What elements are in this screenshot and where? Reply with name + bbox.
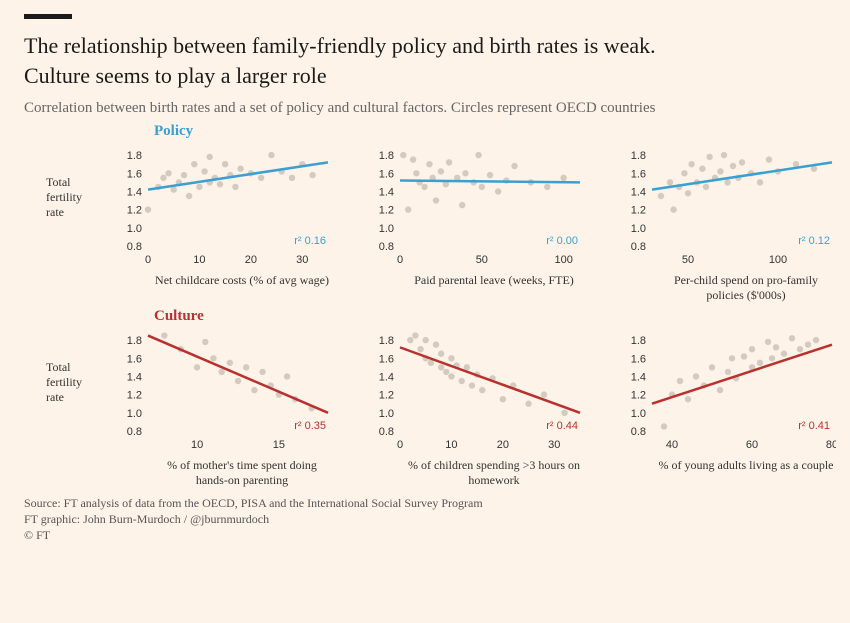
svg-text:10: 10 (193, 254, 205, 266)
svg-text:1.6: 1.6 (631, 169, 646, 181)
x-label-culture-homework: % of children spending >3 hours on homew… (400, 458, 588, 487)
scatter-policy-spend: 0.8 1.0 1.2 1.4 1.6 1.8 r² 0.12 (616, 142, 836, 252)
culture-header: Culture (112, 308, 336, 327)
svg-text:10: 10 (191, 439, 203, 451)
title-line-2: Culture seems to play a larger role (24, 63, 327, 88)
svg-text:10: 10 (445, 439, 457, 451)
svg-text:1.4: 1.4 (127, 187, 142, 199)
source-block: Source: FT analysis of data from the OEC… (24, 495, 826, 544)
svg-text:1.8: 1.8 (127, 150, 142, 162)
svg-text:1.2: 1.2 (379, 205, 394, 217)
svg-text:1.8: 1.8 (127, 335, 142, 347)
scatter-culture-parenting: 0.8 1.0 1.2 1.4 1.6 1.8 r² 0.35 (112, 327, 332, 437)
x-axis-culture-homework: 0 10 20 30 % of children spending >3 hours o… (364, 437, 588, 489)
chart-cell-culture-homework: 0.8 1.0 1.2 1.4 1.6 1.8 r² 0.44 (364, 327, 588, 437)
svg-text:1.8: 1.8 (379, 150, 394, 162)
x-axis-policy-spend: 50 100 Per-child spend on pro-family polic… (616, 252, 840, 308)
svg-text:15: 15 (273, 439, 285, 451)
svg-text:1.8: 1.8 (631, 150, 646, 162)
svg-text:40: 40 (666, 439, 678, 451)
svg-text:1.0: 1.0 (631, 408, 646, 420)
scatter-culture-homework: 0.8 1.0 1.2 1.4 1.6 1.8 r² 0.44 (364, 327, 584, 437)
svg-text:0: 0 (145, 254, 151, 266)
svg-text:1.0: 1.0 (631, 223, 646, 235)
svg-text:0.8: 0.8 (127, 426, 142, 437)
svg-text:1.0: 1.0 (379, 408, 394, 420)
title-line-1: The relationship between family-friendly… (24, 33, 656, 58)
svg-text:1.4: 1.4 (379, 187, 394, 199)
svg-text:r² 0.44: r² 0.44 (546, 420, 578, 432)
chart-cell-culture-couple: 0.8 1.0 1.2 1.4 1.6 1.8 r² 0.41 (616, 327, 840, 437)
svg-text:0.8: 0.8 (127, 241, 142, 252)
x-label-culture-parenting: % of mother's time spent doing hands-on … (148, 458, 336, 487)
x-label-policy-spend: Per-child spend on pro-family policies (… (652, 273, 840, 302)
svg-text:1.6: 1.6 (379, 169, 394, 181)
svg-text:100: 100 (769, 254, 787, 266)
svg-text:20: 20 (497, 439, 509, 451)
svg-text:1.2: 1.2 (379, 390, 394, 402)
scatter-policy-childcare: 0.8 1.0 1.2 1.4 1.6 1.8 r² 0.16 (112, 142, 332, 252)
source-line-2: FT graphic: John Burn-Murdoch / @jburnmu… (24, 511, 826, 527)
svg-text:80: 80 (826, 439, 836, 451)
svg-text:0: 0 (397, 439, 403, 451)
svg-text:1.8: 1.8 (631, 335, 646, 347)
svg-text:1.6: 1.6 (379, 353, 394, 365)
x-axis-policy-childcare: 0 10 20 30 Net childcare costs (% of avg wag… (112, 252, 336, 308)
chart-cell-policy-childcare: 0.8 1.0 1.2 1.4 1.6 1.8 r² 0.16 (112, 142, 336, 252)
svg-text:1.0: 1.0 (127, 223, 142, 235)
y-axis-label-policy: Totalfertilityrate (24, 142, 84, 252)
svg-text:1.6: 1.6 (631, 353, 646, 365)
svg-text:1.0: 1.0 (379, 223, 394, 235)
svg-text:1.8: 1.8 (379, 335, 394, 347)
chart-cell-culture-parenting: 0.8 1.0 1.2 1.4 1.6 1.8 r² 0.35 (112, 327, 336, 437)
x-label-policy-leave: Paid parental leave (weeks, FTE) (400, 273, 588, 287)
chart-title: The relationship between family-friendly… (24, 31, 826, 90)
source-line-1: Source: FT analysis of data from the OEC… (24, 495, 826, 511)
svg-text:0: 0 (397, 254, 403, 266)
svg-text:1.4: 1.4 (631, 187, 646, 199)
scatter-culture-couple: 0.8 1.0 1.2 1.4 1.6 1.8 r² 0.41 (616, 327, 836, 437)
svg-text:r² 0.00: r² 0.00 (546, 236, 578, 248)
svg-text:0.8: 0.8 (631, 426, 646, 437)
svg-text:60: 60 (746, 439, 758, 451)
header-accent-bar (24, 14, 72, 19)
svg-text:100: 100 (554, 254, 572, 266)
copyright: © FT (24, 527, 826, 543)
svg-text:1.2: 1.2 (127, 390, 142, 402)
chart-cell-policy-spend: 0.8 1.0 1.2 1.4 1.6 1.8 r² 0.12 (616, 142, 840, 252)
x-label-culture-couple: % of young adults living as a couple (652, 458, 840, 472)
svg-text:50: 50 (476, 254, 488, 266)
svg-text:1.0: 1.0 (127, 408, 142, 420)
x-axis-culture-parenting: 10 15 % of mother's time spent doing hands… (112, 437, 336, 489)
svg-text:1.6: 1.6 (127, 169, 142, 181)
x-label-policy-childcare: Net childcare costs (% of avg wage) (148, 273, 336, 287)
y-axis-label-culture: Totalfertilityrate (24, 327, 84, 437)
svg-text:1.4: 1.4 (631, 372, 646, 384)
svg-text:r² 0.41: r² 0.41 (798, 420, 830, 432)
chart-container: The relationship between family-friendly… (0, 0, 850, 552)
svg-text:r² 0.35: r² 0.35 (294, 420, 326, 432)
chart-subtitle: Correlation between birth rates and a se… (24, 100, 826, 117)
x-axis-policy-leave: 0 50 100 Paid parental leave (weeks, FTE) (364, 252, 588, 308)
x-axis-culture-couple: 40 60 80 % of young adults living as a coup… (616, 437, 840, 489)
svg-text:1.2: 1.2 (631, 205, 646, 217)
svg-text:r² 0.16: r² 0.16 (294, 236, 326, 248)
svg-text:50: 50 (682, 254, 694, 266)
svg-text:0.8: 0.8 (379, 426, 394, 437)
svg-text:1.4: 1.4 (127, 372, 142, 384)
svg-text:0.8: 0.8 (631, 241, 646, 252)
policy-header: Policy (112, 123, 336, 142)
svg-text:0.8: 0.8 (379, 241, 394, 252)
svg-text:1.2: 1.2 (127, 205, 142, 217)
svg-text:1.6: 1.6 (127, 353, 142, 365)
svg-text:30: 30 (548, 439, 560, 451)
chart-grid: Policy Totalfertilityrate 0.8 1.0 1.2 1.4 1.6 1… (24, 123, 826, 489)
svg-text:20: 20 (245, 254, 257, 266)
chart-cell-policy-leave: 0.8 1.0 1.2 1.4 1.6 1.8 r² 0.00 (364, 142, 588, 252)
svg-text:r² 0.12: r² 0.12 (798, 236, 830, 248)
svg-text:1.2: 1.2 (631, 390, 646, 402)
svg-text:30: 30 (296, 254, 308, 266)
scatter-policy-leave: 0.8 1.0 1.2 1.4 1.6 1.8 r² 0.00 (364, 142, 584, 252)
svg-text:1.4: 1.4 (379, 372, 394, 384)
